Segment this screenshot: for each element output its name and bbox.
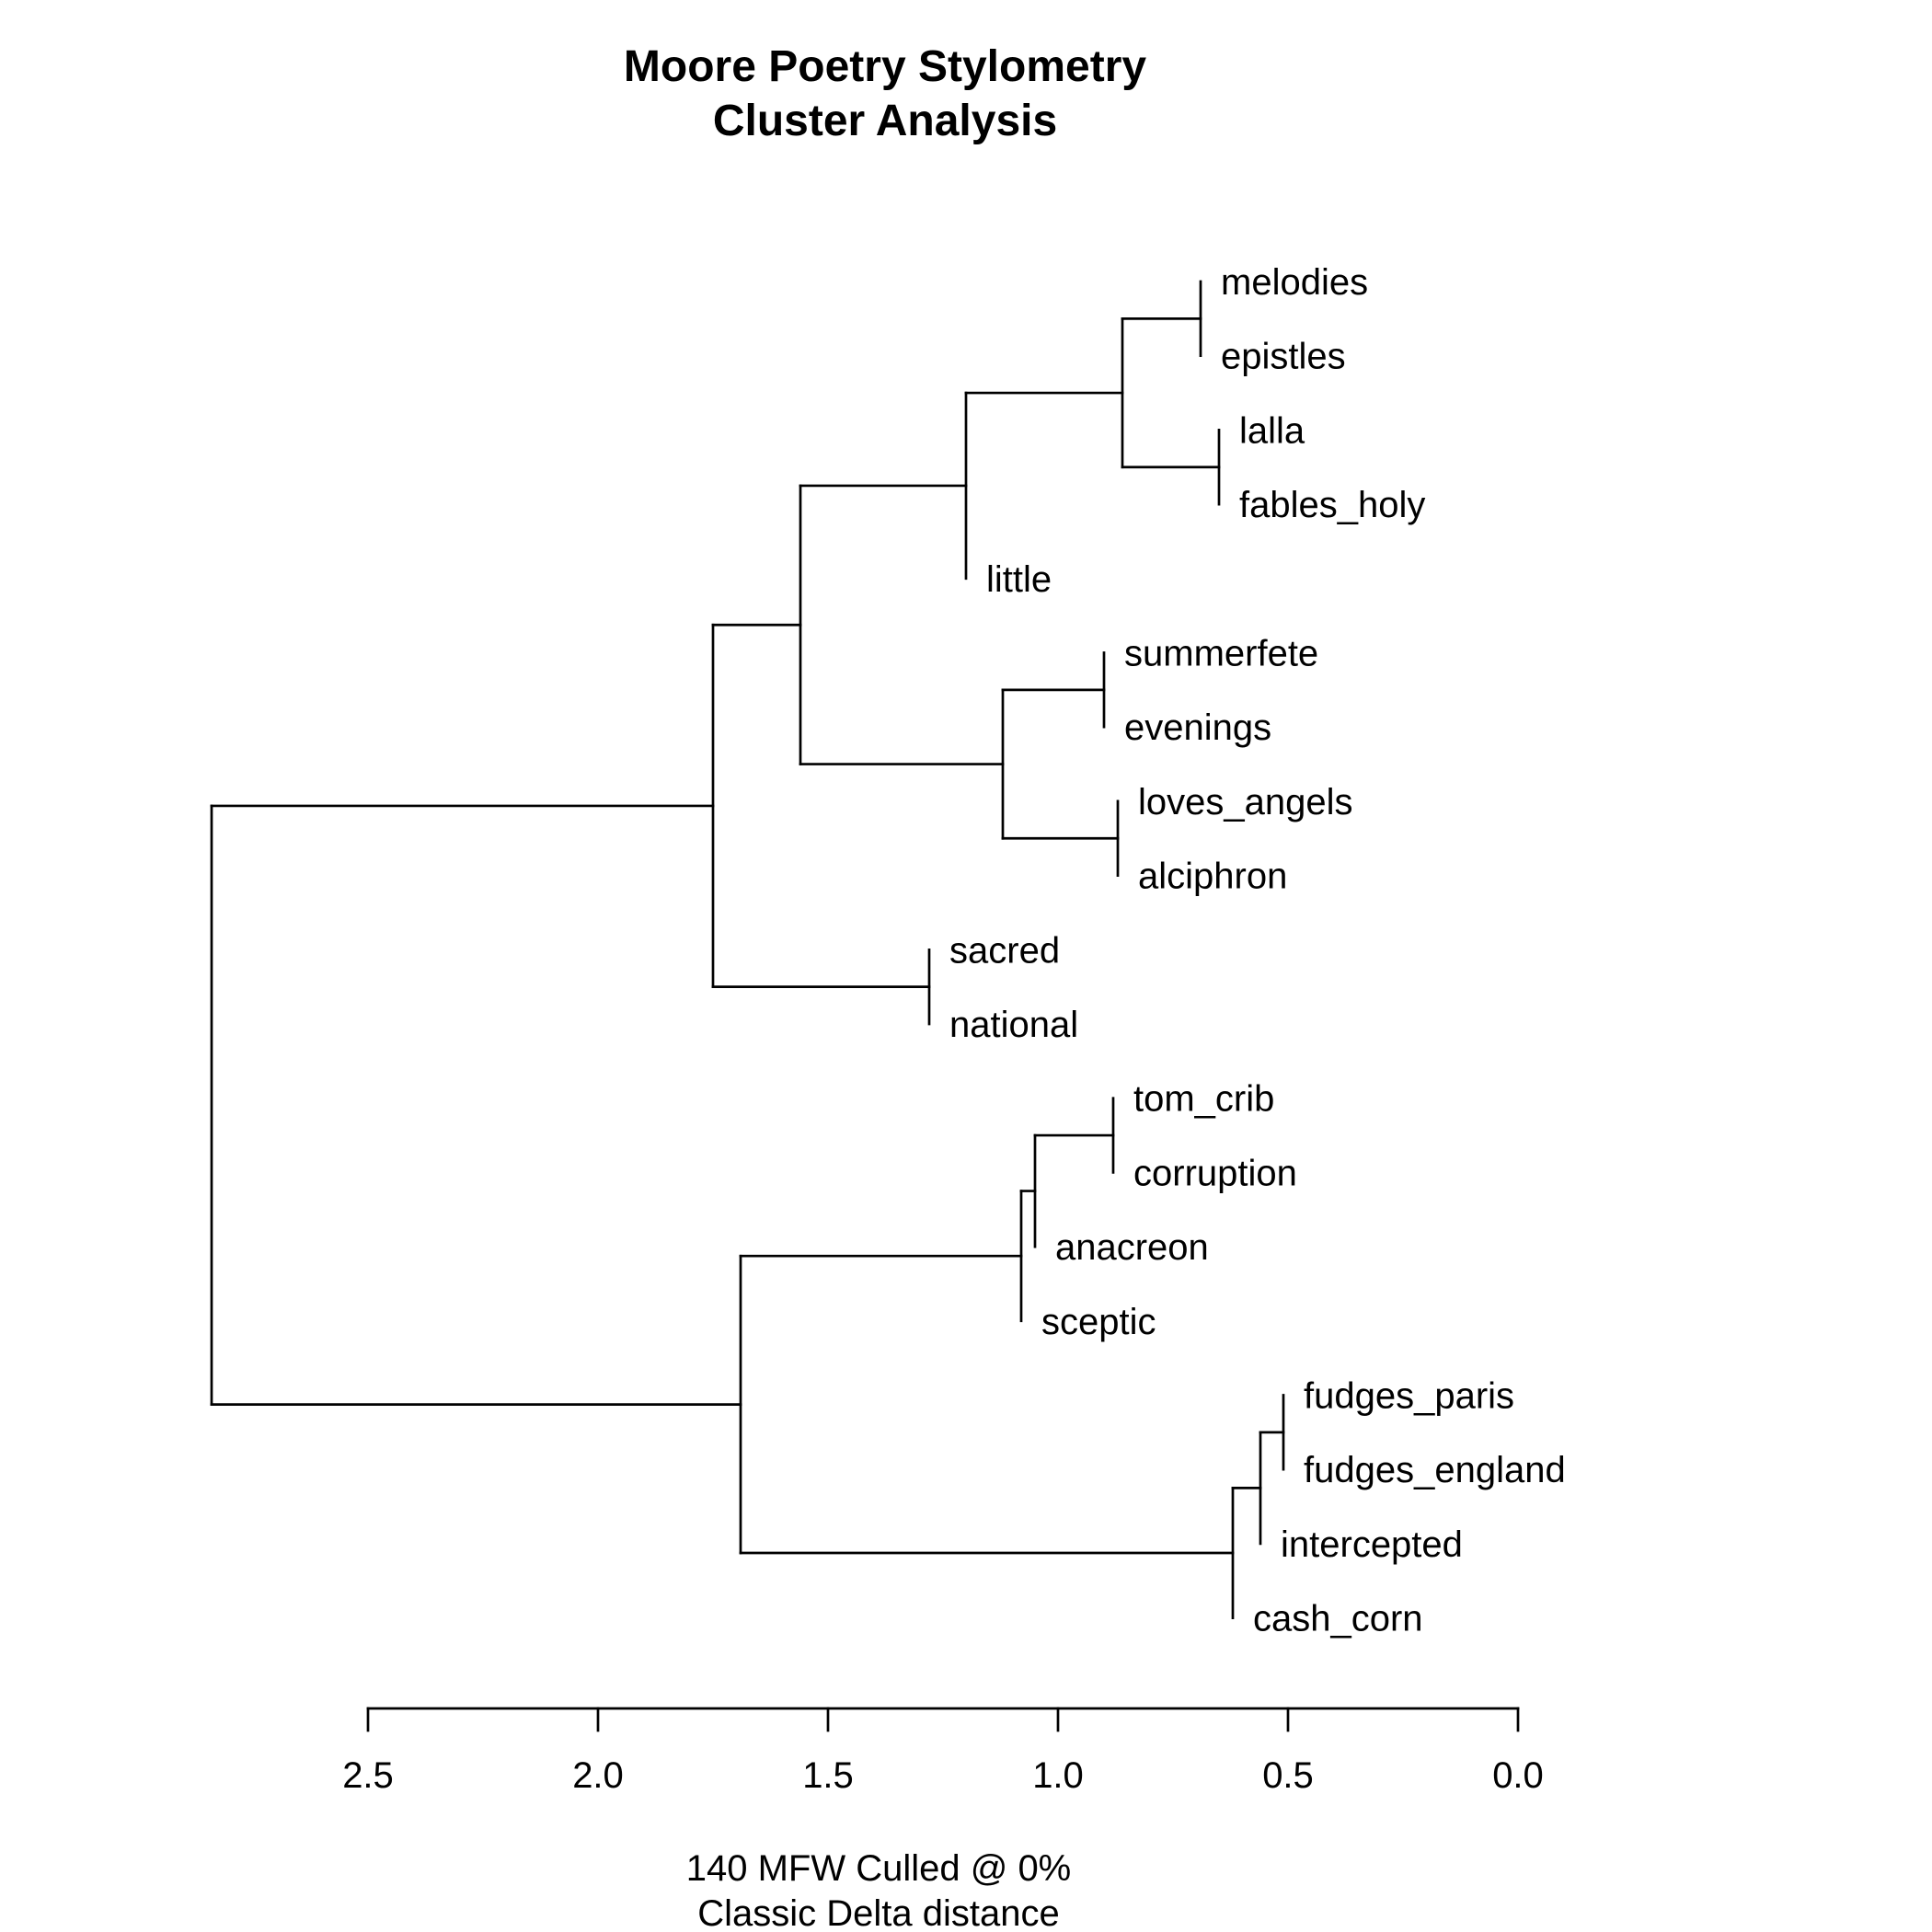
leaf-label-anacreon: anacreon	[1055, 1227, 1209, 1268]
leaf-label-fables_holy: fables_holy	[1239, 485, 1425, 525]
leaf-label-sceptic: sceptic	[1041, 1302, 1156, 1342]
leaf-label-fudges_paris: fudges_paris	[1304, 1376, 1514, 1417]
axis-tick-label-4: 0.5	[1262, 1755, 1314, 1796]
distance-axis: 2.5 2.0 1.5 1.0 0.5 0.0	[342, 1707, 1544, 1796]
axis-tick-label-0: 2.5	[342, 1755, 394, 1796]
leaf-label-sacred: sacred	[949, 930, 1060, 971]
leaf-label-loves_angels: loves_angels	[1138, 782, 1353, 822]
x-axis-label-line-1: 140 MFW Culled @ 0%	[686, 1848, 1072, 1889]
leaf-label-epistles: epistles	[1221, 337, 1346, 377]
leaf-label-summerfete: summerfete	[1124, 634, 1318, 674]
leaf-label-melodies: melodies	[1221, 262, 1368, 303]
leaf-label-tom_crib: tom_crib	[1133, 1079, 1274, 1120]
axis-tick-label-1: 2.0	[572, 1755, 624, 1796]
chart-title-line-1: Moore Poetry Stylometry	[624, 42, 1146, 91]
leaf-label-little: little	[986, 559, 1052, 600]
leaf-label-corruption: corruption	[1133, 1153, 1297, 1193]
leaf-label-evenings: evenings	[1124, 707, 1271, 748]
leaf-label-alciphron: alciphron	[1138, 857, 1287, 897]
leaf-label-cash_corn: cash_corn	[1253, 1599, 1423, 1639]
axis-tick-label-3: 1.0	[1032, 1755, 1084, 1796]
chart-title-line-2: Cluster Analysis	[713, 97, 1057, 145]
axis-tick-label-5: 0.0	[1492, 1755, 1544, 1796]
leaf-label-lalla: lalla	[1239, 410, 1305, 451]
dendrogram-branches	[210, 280, 1285, 1619]
leaf-label-intercepted: intercepted	[1281, 1524, 1463, 1565]
x-axis-label-line-2: Classic Delta distance	[697, 1893, 1060, 1932]
leaf-label-fudges_england: fudges_england	[1304, 1450, 1566, 1490]
leaf-label-national: national	[949, 1005, 1078, 1045]
axis-tick-label-2: 1.5	[802, 1755, 854, 1796]
